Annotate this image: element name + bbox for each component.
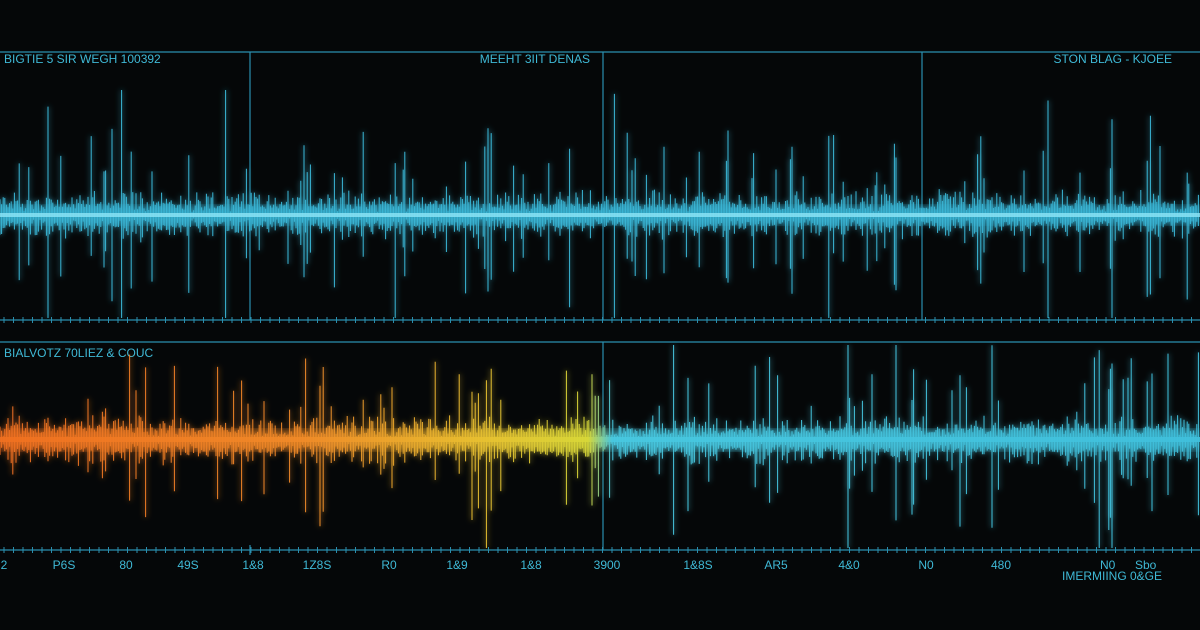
axis-label: P6S xyxy=(53,558,76,572)
axis-label: 1&8 xyxy=(242,558,264,572)
panel-label: MEEHT 3IIT DENAS xyxy=(480,52,590,66)
axis-label: 1&8S xyxy=(683,558,712,572)
axis-label: 4&0 xyxy=(838,558,860,572)
panel-label: STON BLAG - KJOEE xyxy=(1054,52,1172,66)
panel-label: BIGTIE 5 SIR WEGH 100392 xyxy=(4,52,161,66)
axis-label: 80 xyxy=(119,558,133,572)
axis-label: N0 xyxy=(1100,558,1116,572)
center-line xyxy=(0,437,1200,442)
axis-label: 480 xyxy=(991,558,1011,572)
axis-label: AR5 xyxy=(764,558,788,572)
axis-label: Sbo xyxy=(1135,558,1157,572)
center-line xyxy=(0,213,1200,217)
axis-label: 1&8 xyxy=(520,558,542,572)
axis-label: 49S xyxy=(177,558,198,572)
axis-label: 3900 xyxy=(594,558,621,572)
axis-label: 2 xyxy=(1,558,8,572)
axis-label: N0 xyxy=(918,558,934,572)
footnote: IMERMIING 0&GE xyxy=(1062,569,1162,583)
panel-label: BIALVOTZ 70LIEZ & COUC xyxy=(4,346,153,360)
axis-label: R0 xyxy=(381,558,397,572)
axis-label: 1Z8S xyxy=(303,558,332,572)
axis-label: 1&9 xyxy=(446,558,468,572)
